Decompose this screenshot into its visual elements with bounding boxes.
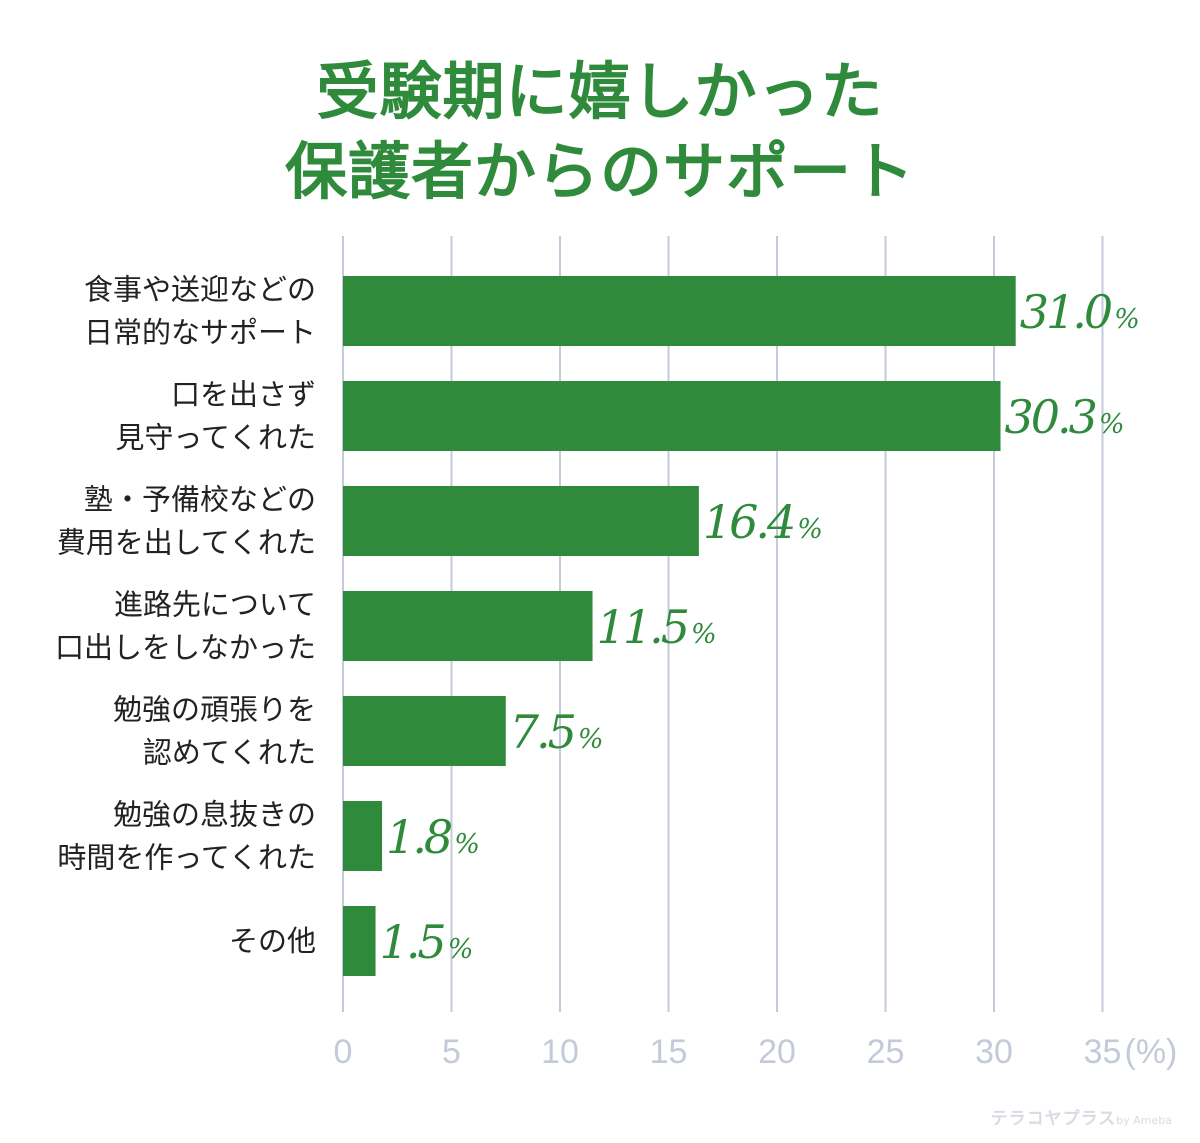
- chart-title-line-1: 受験期に嬉しかった: [316, 55, 884, 128]
- x-tick-label-20: 20: [758, 1033, 796, 1071]
- x-tick-label-25: 25: [867, 1033, 905, 1071]
- value-unit-6: %: [448, 934, 474, 965]
- x-tick-label-15: 15: [650, 1033, 688, 1071]
- x-tick-label-5: 5: [442, 1033, 461, 1071]
- chart-title-line-2: 保護者からのサポート: [284, 135, 915, 208]
- category-label-0-line-1: 日常的なサポート: [84, 316, 316, 350]
- category-label-6-line-0: その他: [229, 924, 316, 958]
- category-label-0-line-0: 食事や送迎などの: [84, 273, 316, 307]
- x-axis-ticks: 0 5 10 15 20 25 30 35 (%): [334, 1033, 1178, 1071]
- value-label-4: 7.5%: [510, 705, 604, 759]
- x-tick-label-0: 0: [334, 1033, 353, 1071]
- bars: [343, 276, 1016, 976]
- bar-0: [343, 276, 1016, 346]
- category-label-3-line-1: 口出しをしなかった: [55, 631, 316, 665]
- category-labels: 食事や送迎などの日常的なサポート口を出さず見守ってくれた塾・予備校などの費用を出…: [55, 273, 316, 959]
- watermark-by: by Ameba: [1116, 1114, 1172, 1127]
- value-unit-2: %: [797, 514, 823, 545]
- chart-title: 受験期に嬉しかった 保護者からのサポート: [0, 52, 1200, 212]
- value-number-3: 11.5: [597, 600, 688, 654]
- watermark-brand: テラコヤプラス: [990, 1109, 1117, 1129]
- value-label-6: 1.5%: [380, 915, 474, 969]
- value-label-2: 16.4%: [703, 495, 823, 549]
- value-unit-4: %: [578, 724, 604, 755]
- bar-2: [343, 486, 699, 556]
- value-label-3: 11.5%: [597, 600, 717, 654]
- category-label-4-line-1: 認めてくれた: [143, 736, 316, 770]
- category-label-5-line-1: 時間を作ってくれた: [57, 841, 316, 875]
- category-label-5-line-0: 勉強の息抜きの: [113, 798, 316, 832]
- category-label-1-line-1: 見守ってくれた: [115, 421, 316, 455]
- value-unit-0: %: [1114, 304, 1140, 335]
- category-label-3-line-0: 進路先について: [114, 588, 316, 622]
- x-tick-label-30: 30: [975, 1033, 1013, 1071]
- value-number-4: 7.5: [510, 705, 575, 759]
- watermark: テラコヤプラスby Ameba: [991, 1104, 1172, 1129]
- value-number-6: 1.5: [380, 915, 445, 969]
- category-label-4-line-0: 勉強の頑張りを: [113, 693, 316, 727]
- x-tick-label-35: 35: [1084, 1033, 1122, 1071]
- category-label-2-line-1: 費用を出してくれた: [57, 526, 316, 560]
- x-axis-unit: (%): [1125, 1033, 1178, 1071]
- value-unit-5: %: [454, 829, 480, 860]
- value-label-0: 31.0%: [1020, 285, 1140, 339]
- value-number-2: 16.4: [703, 495, 793, 549]
- value-labels: 31.0 %30.3 %16.4 %11.5 %7.5 %1.8 %1.5%: [380, 285, 1140, 969]
- bar-6: [343, 906, 376, 976]
- value-number-1: 30.3: [1005, 390, 1097, 444]
- value-label-1: 30.3%: [1005, 390, 1125, 444]
- bar-5: [343, 801, 383, 871]
- value-number-0: 31.0: [1020, 285, 1112, 339]
- value-unit-3: %: [691, 619, 717, 650]
- value-number-5: 1.8: [386, 810, 452, 864]
- bar-3: [343, 591, 593, 661]
- category-label-2-line-0: 塾・予備校などの: [84, 483, 316, 517]
- category-label-1-line-0: 口を出さず: [171, 378, 316, 412]
- value-unit-1: %: [1099, 409, 1125, 440]
- bar-1: [343, 381, 1001, 451]
- bar-4: [343, 696, 506, 766]
- x-tick-label-10: 10: [541, 1033, 579, 1071]
- value-label-5: 1.8%: [386, 810, 480, 864]
